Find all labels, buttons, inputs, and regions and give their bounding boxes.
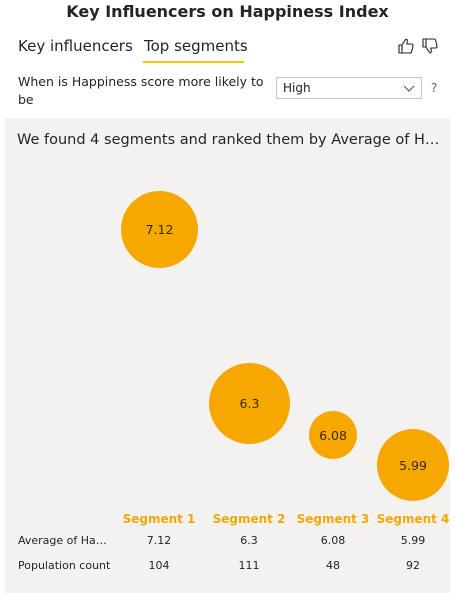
table-cell-average: 6.3	[240, 534, 258, 547]
bubble-value: 6.08	[319, 427, 347, 443]
table-cell-average: 7.12	[146, 534, 172, 547]
row-label-population: Population count	[18, 559, 111, 572]
chevron-down-icon	[403, 85, 415, 92]
table-cell-population: 92	[406, 559, 420, 572]
segment-bubble[interactable]: 6.3	[209, 363, 290, 444]
bubble-value: 6.3	[239, 396, 260, 411]
dropdown-selected-value: High	[283, 81, 311, 95]
table-cell-average: 6.08	[320, 534, 346, 547]
segments-panel: We found 4 segments and ranked them by A…	[5, 118, 450, 593]
active-tab-indicator	[143, 61, 244, 63]
panel-heading: We found 4 segments and ranked them by A…	[17, 132, 442, 148]
segment-bubble[interactable]: 5.99	[377, 429, 449, 501]
row-label-average: Average of Hap...	[18, 534, 113, 547]
visual-title: Key Influencers on Happiness Index	[66, 2, 389, 21]
table-cell-population: 48	[326, 559, 340, 572]
bubble-value: 7.12	[145, 222, 174, 237]
help-icon[interactable]: ?	[431, 81, 438, 95]
bubble-value: 5.99	[399, 457, 427, 473]
segment-label[interactable]: Segment 4	[376, 512, 450, 526]
target-value-dropdown[interactable]: High	[276, 77, 422, 99]
thumbs-up-icon[interactable]	[397, 37, 415, 55]
segment-bubble[interactable]: 7.12	[121, 191, 198, 268]
table-cell-population: 104	[148, 559, 170, 572]
tab-top-segments[interactable]: Top segments	[144, 37, 248, 55]
table-cell-population: 111	[238, 559, 260, 572]
segment-label[interactable]: Segment 2	[212, 512, 286, 526]
segment-label[interactable]: Segment 3	[296, 512, 370, 526]
segment-label[interactable]: Segment 1	[122, 512, 196, 526]
question-text: When is Happiness score more likely to b…	[18, 74, 264, 107]
table-cell-average: 5.99	[400, 534, 426, 547]
tab-key-influencers[interactable]: Key influencers	[18, 37, 133, 55]
thumbs-down-icon[interactable]	[421, 37, 439, 55]
segment-bubble[interactable]: 6.08	[309, 411, 357, 459]
